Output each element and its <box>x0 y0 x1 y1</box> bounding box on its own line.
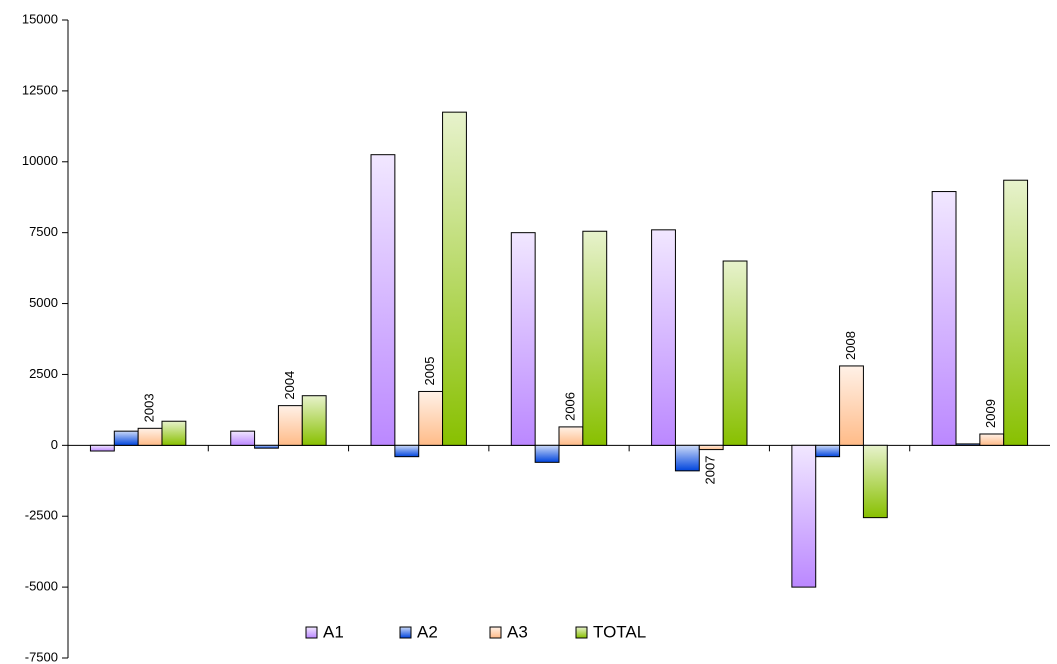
legend-swatch <box>399 626 412 639</box>
category-label: 2006 <box>562 392 577 421</box>
y-tick-label: -5000 <box>25 579 58 594</box>
bar <box>1003 179 1029 446</box>
bar <box>558 426 584 446</box>
bar <box>582 230 608 446</box>
y-tick-label: 0 <box>51 437 58 452</box>
bar <box>862 444 888 519</box>
bar <box>931 191 957 446</box>
y-tick-label: 7500 <box>29 224 58 239</box>
bar <box>230 430 256 446</box>
y-tick-label: 10000 <box>22 153 58 168</box>
category-label: 2003 <box>142 393 157 422</box>
y-tick-label: 2500 <box>29 366 58 381</box>
category-label: 2004 <box>282 371 297 400</box>
bar <box>394 444 420 458</box>
category-label: 2005 <box>422 357 437 386</box>
bar <box>651 229 676 446</box>
category-label: 2009 <box>983 399 998 428</box>
bar <box>839 365 864 446</box>
legend-swatch <box>575 626 588 639</box>
y-tick-label: 15000 <box>22 11 58 26</box>
bar <box>418 390 444 446</box>
bar <box>370 154 396 446</box>
bar <box>698 444 724 451</box>
bar <box>113 430 139 446</box>
y-tick-label: -2500 <box>25 508 58 523</box>
category-label: 2008 <box>843 331 858 360</box>
legend-swatch <box>489 626 502 639</box>
legend-swatch <box>305 626 318 639</box>
bar <box>534 444 560 463</box>
y-tick-label: 5000 <box>29 295 58 310</box>
bar <box>161 420 187 446</box>
bar <box>442 111 467 446</box>
bar <box>301 395 327 446</box>
bar <box>722 260 748 446</box>
category-label: 2007 <box>703 456 718 485</box>
bar <box>815 444 841 458</box>
y-tick-label: 12500 <box>22 82 58 97</box>
legend-label: A2 <box>417 622 438 641</box>
bar <box>510 232 536 446</box>
bar <box>674 444 700 472</box>
bar <box>277 405 303 446</box>
bar <box>254 444 279 449</box>
bar <box>89 444 115 452</box>
legend-label: A3 <box>507 622 528 641</box>
bar <box>955 443 981 446</box>
y-tick-label: -7500 <box>25 649 58 664</box>
bar <box>979 433 1005 446</box>
legend-label: A1 <box>323 622 344 641</box>
legend-label: TOTAL <box>593 622 646 641</box>
bar <box>791 444 817 588</box>
bar <box>137 427 163 446</box>
